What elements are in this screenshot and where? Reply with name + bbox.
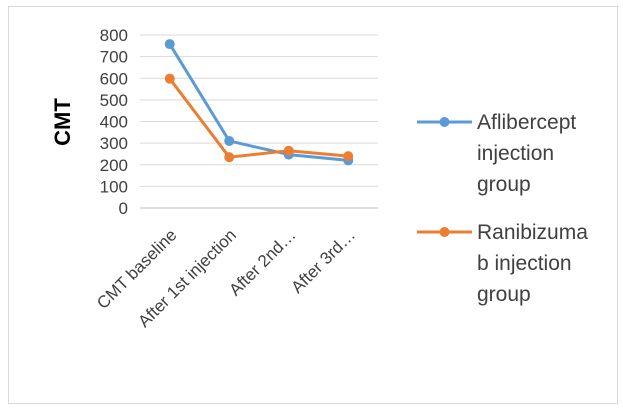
legend: Aflibercept injection group Ranibizuma b inj… (417, 111, 588, 306)
y-tick-label: 800 (100, 26, 128, 45)
y-tick-label: 100 (100, 177, 128, 196)
y-axis-ticks: 0 100 200 300 400 500 600 700 800 (100, 26, 128, 218)
data-point (343, 151, 354, 162)
legend-label: Ranibizuma (477, 221, 588, 244)
y-tick-label: 200 (100, 156, 128, 175)
legend-swatch-marker (439, 117, 450, 127)
data-point (164, 39, 175, 50)
x-tick-label: After 3rd… (288, 225, 360, 297)
series-line (168, 77, 349, 159)
y-tick-label: 0 (119, 199, 128, 218)
y-tick-label: 700 (100, 48, 128, 67)
y-tick-label: 400 (100, 113, 128, 132)
data-point (224, 152, 235, 163)
legend-swatch-marker (439, 227, 450, 237)
data-point (224, 135, 235, 146)
y-tick-label: 600 (100, 69, 128, 88)
y-tick-label: 500 (100, 91, 128, 110)
legend-label: injection (477, 142, 554, 165)
legend-label: group (477, 173, 531, 196)
series-line (168, 43, 349, 162)
legend-label: Aflibercept (477, 111, 576, 134)
legend-label: b injection (477, 252, 572, 275)
y-axis-label: CMT (50, 98, 75, 146)
data-point (283, 145, 294, 156)
chart-area (8, 6, 618, 404)
legend-label: group (477, 283, 531, 306)
gridlines (140, 34, 378, 209)
y-tick-label: 300 (100, 134, 128, 153)
series-lines (164, 39, 354, 166)
data-point (164, 73, 175, 84)
